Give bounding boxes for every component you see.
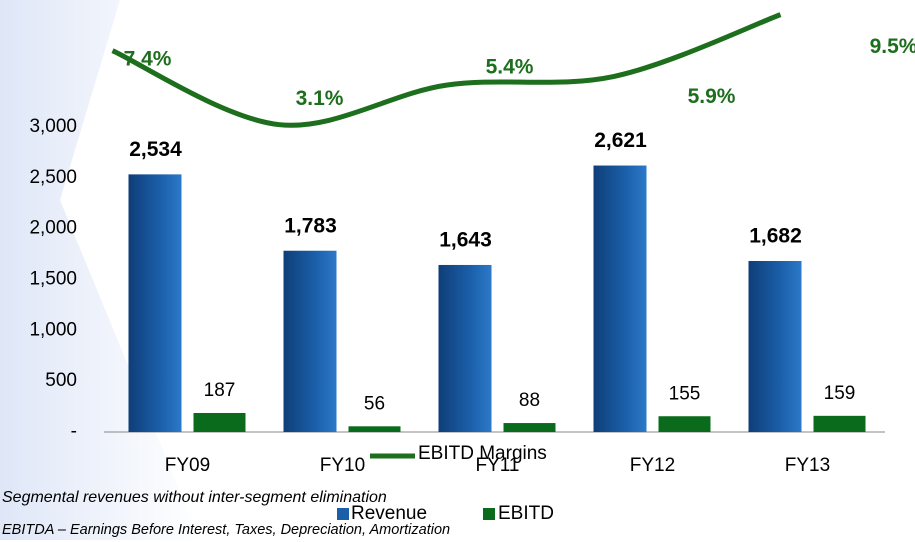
bar xyxy=(658,416,711,432)
y-tick-label: 3,000 xyxy=(29,116,77,137)
x-tick-label: FY11 xyxy=(475,455,519,476)
y-tick-label: 1,500 xyxy=(29,269,77,290)
data-label: 159 xyxy=(824,383,856,404)
bar xyxy=(503,423,556,432)
footnote: Segmental revenues without inter-segment… xyxy=(2,489,387,506)
legend-label: EBITD xyxy=(498,503,554,524)
y-tick-label: 2,500 xyxy=(29,167,77,188)
y-tick-label: 2,000 xyxy=(29,218,77,239)
legend-label: EBITD Margins xyxy=(418,443,547,464)
data-label: 2,621 xyxy=(594,129,647,152)
x-tick-label: FY12 xyxy=(630,455,675,476)
data-label: 1,682 xyxy=(749,225,802,248)
bar xyxy=(593,165,647,432)
bar xyxy=(128,174,182,433)
background-logo xyxy=(0,0,200,540)
legend-label: Revenue xyxy=(351,503,427,524)
data-label: 187 xyxy=(204,380,236,401)
bar xyxy=(283,250,337,432)
data-label: 88 xyxy=(519,390,540,411)
bar xyxy=(193,412,246,432)
data-label: 155 xyxy=(669,383,701,404)
data-label: 1,783 xyxy=(284,214,337,237)
data-label: 1,643 xyxy=(439,229,492,252)
line xyxy=(111,12,782,128)
margin-label: 9.5% xyxy=(870,35,915,58)
y-tick-label: 500 xyxy=(45,370,77,391)
x-tick-label: FY13 xyxy=(785,455,830,476)
margin-label: 5.9% xyxy=(688,85,736,108)
y-tick-label: - xyxy=(71,421,77,442)
x-tick-label: FY10 xyxy=(320,455,365,476)
data-label: 2,534 xyxy=(129,138,182,161)
legend-swatch xyxy=(337,508,349,520)
y-tick-label: 1,000 xyxy=(29,319,77,340)
x-tick-label: FY09 xyxy=(165,455,210,476)
bar xyxy=(813,415,866,432)
bar xyxy=(438,264,492,432)
margin-label: 3.1% xyxy=(296,87,344,110)
data-label: 56 xyxy=(364,393,385,414)
legend-swatch xyxy=(483,508,495,520)
bar xyxy=(348,426,401,432)
footnote: EBITDA – Earnings Before Interest, Taxes… xyxy=(2,522,450,538)
bar xyxy=(748,260,802,432)
margin-label: 5.4% xyxy=(486,56,534,79)
